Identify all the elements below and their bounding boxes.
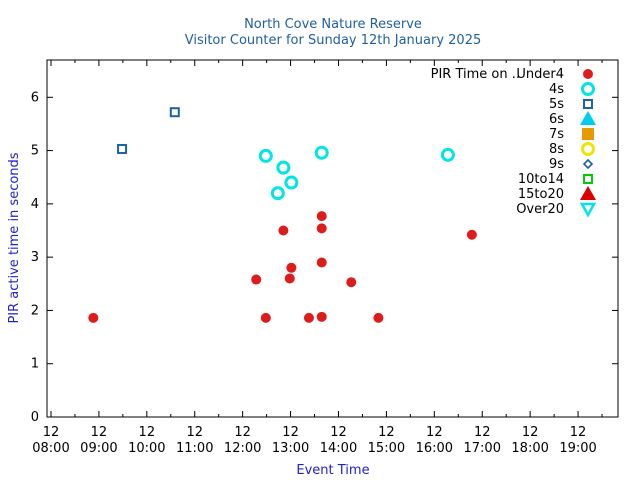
x-tick-label-7: 15:00 bbox=[368, 441, 405, 456]
x-tick-day-6: 12 bbox=[330, 425, 347, 440]
point-5s-0 bbox=[117, 143, 128, 154]
legend-label-6s: 6s bbox=[549, 112, 564, 127]
point-5s-1 bbox=[169, 107, 180, 118]
legend-marker-6s bbox=[580, 111, 596, 125]
legend-label-over20: Over20 bbox=[516, 202, 564, 217]
x-tick-day-11: 12 bbox=[570, 425, 587, 440]
x-tick-day-3: 12 bbox=[186, 425, 203, 440]
x-axis-label: Event Time bbox=[296, 463, 369, 478]
x-tick-day-2: 12 bbox=[139, 425, 156, 440]
legend-marker-5s bbox=[583, 99, 593, 109]
x-tick-day-5: 12 bbox=[282, 425, 299, 440]
x-axis: 1208:001209:001210:001211:001212:001213:… bbox=[32, 60, 603, 456]
legend-label-15to20: 15to20 bbox=[518, 187, 564, 202]
point-under4-13 bbox=[466, 229, 477, 240]
point-under4-8 bbox=[316, 223, 327, 234]
x-tick-label-0: 08:00 bbox=[32, 441, 69, 456]
point-4s-3 bbox=[284, 175, 299, 190]
y-axis: 0 1 2 3 4 5 6 bbox=[31, 90, 618, 425]
x-tick-label-1: 09:00 bbox=[80, 441, 117, 456]
legend-label-4s: 4s bbox=[549, 82, 564, 97]
legend-label-under4: Under4 bbox=[516, 67, 564, 82]
legend-marker-9s bbox=[582, 158, 594, 170]
data-points bbox=[88, 107, 477, 323]
point-under4-4 bbox=[284, 273, 295, 284]
chart-title: North Cove Nature Reserve bbox=[244, 17, 422, 32]
legend: PIR Time on ..Under44s5s6s7s8s9s10to1415… bbox=[431, 67, 597, 218]
legend-marker-7s bbox=[582, 128, 594, 140]
x-tick-label-9: 17:00 bbox=[464, 441, 501, 456]
point-4s-1 bbox=[270, 186, 285, 201]
point-under4-0 bbox=[88, 312, 99, 323]
legend-label-10to14: 10to14 bbox=[518, 172, 564, 187]
point-under4-9 bbox=[316, 257, 327, 268]
legend-marker-8s bbox=[581, 142, 595, 156]
x-tick-day-7: 12 bbox=[378, 425, 395, 440]
y-tick-label-6: 6 bbox=[31, 90, 39, 105]
point-under4-5 bbox=[286, 262, 297, 273]
x-tick-label-11: 19:00 bbox=[559, 441, 596, 456]
x-tick-label-6: 14:00 bbox=[320, 441, 357, 456]
chart-subtitle: Visitor Counter for Sunday 12th January … bbox=[185, 33, 482, 48]
y-tick-label-0: 0 bbox=[31, 410, 39, 425]
legend-label-8s: 8s bbox=[549, 142, 564, 157]
legend-label-9s: 9s bbox=[549, 157, 564, 172]
x-tick-day-1: 12 bbox=[91, 425, 108, 440]
x-tick-day-8: 12 bbox=[426, 425, 443, 440]
legend-marker-15to20 bbox=[580, 186, 596, 200]
x-tick-day-10: 12 bbox=[522, 425, 539, 440]
x-tick-label-4: 12:00 bbox=[224, 441, 261, 456]
point-under4-3 bbox=[278, 225, 289, 236]
y-axis-label: PIR active time in seconds bbox=[7, 152, 22, 323]
legend-marker-under4 bbox=[583, 69, 593, 79]
y-tick-label-1: 1 bbox=[31, 357, 39, 372]
x-tick-day-0: 12 bbox=[43, 425, 60, 440]
point-under4-6 bbox=[303, 312, 314, 323]
point-under4-12 bbox=[373, 312, 384, 323]
x-tick-label-2: 10:00 bbox=[128, 441, 165, 456]
x-tick-day-4: 12 bbox=[234, 425, 251, 440]
y-tick-label-5: 5 bbox=[31, 144, 39, 159]
point-4s-4 bbox=[314, 145, 329, 160]
point-under4-1 bbox=[251, 274, 262, 285]
legend-title: PIR Time on .. bbox=[431, 67, 520, 82]
x-tick-label-10: 18:00 bbox=[511, 441, 548, 456]
point-4s-5 bbox=[440, 147, 455, 162]
point-4s-0 bbox=[258, 148, 273, 163]
point-4s-2 bbox=[276, 160, 291, 175]
point-under4-2 bbox=[260, 312, 271, 323]
y-tick-label-2: 2 bbox=[31, 303, 39, 318]
point-under4-7 bbox=[316, 211, 327, 222]
legend-marker-4s bbox=[581, 82, 595, 96]
legend-marker-over20 bbox=[579, 202, 597, 218]
point-under4-11 bbox=[346, 277, 357, 288]
x-tick-label-8: 16:00 bbox=[416, 441, 453, 456]
x-tick-day-9: 12 bbox=[474, 425, 491, 440]
legend-label-7s: 7s bbox=[549, 127, 564, 142]
legend-label-5s: 5s bbox=[549, 97, 564, 112]
plot-frame bbox=[46, 59, 619, 418]
y-tick-label-3: 3 bbox=[31, 250, 39, 265]
y-tick-label-4: 4 bbox=[31, 197, 39, 212]
x-tick-label-3: 11:00 bbox=[176, 441, 213, 456]
x-tick-label-5: 13:00 bbox=[272, 441, 309, 456]
legend-marker-10to14 bbox=[583, 174, 593, 184]
point-under4-10 bbox=[316, 311, 327, 322]
